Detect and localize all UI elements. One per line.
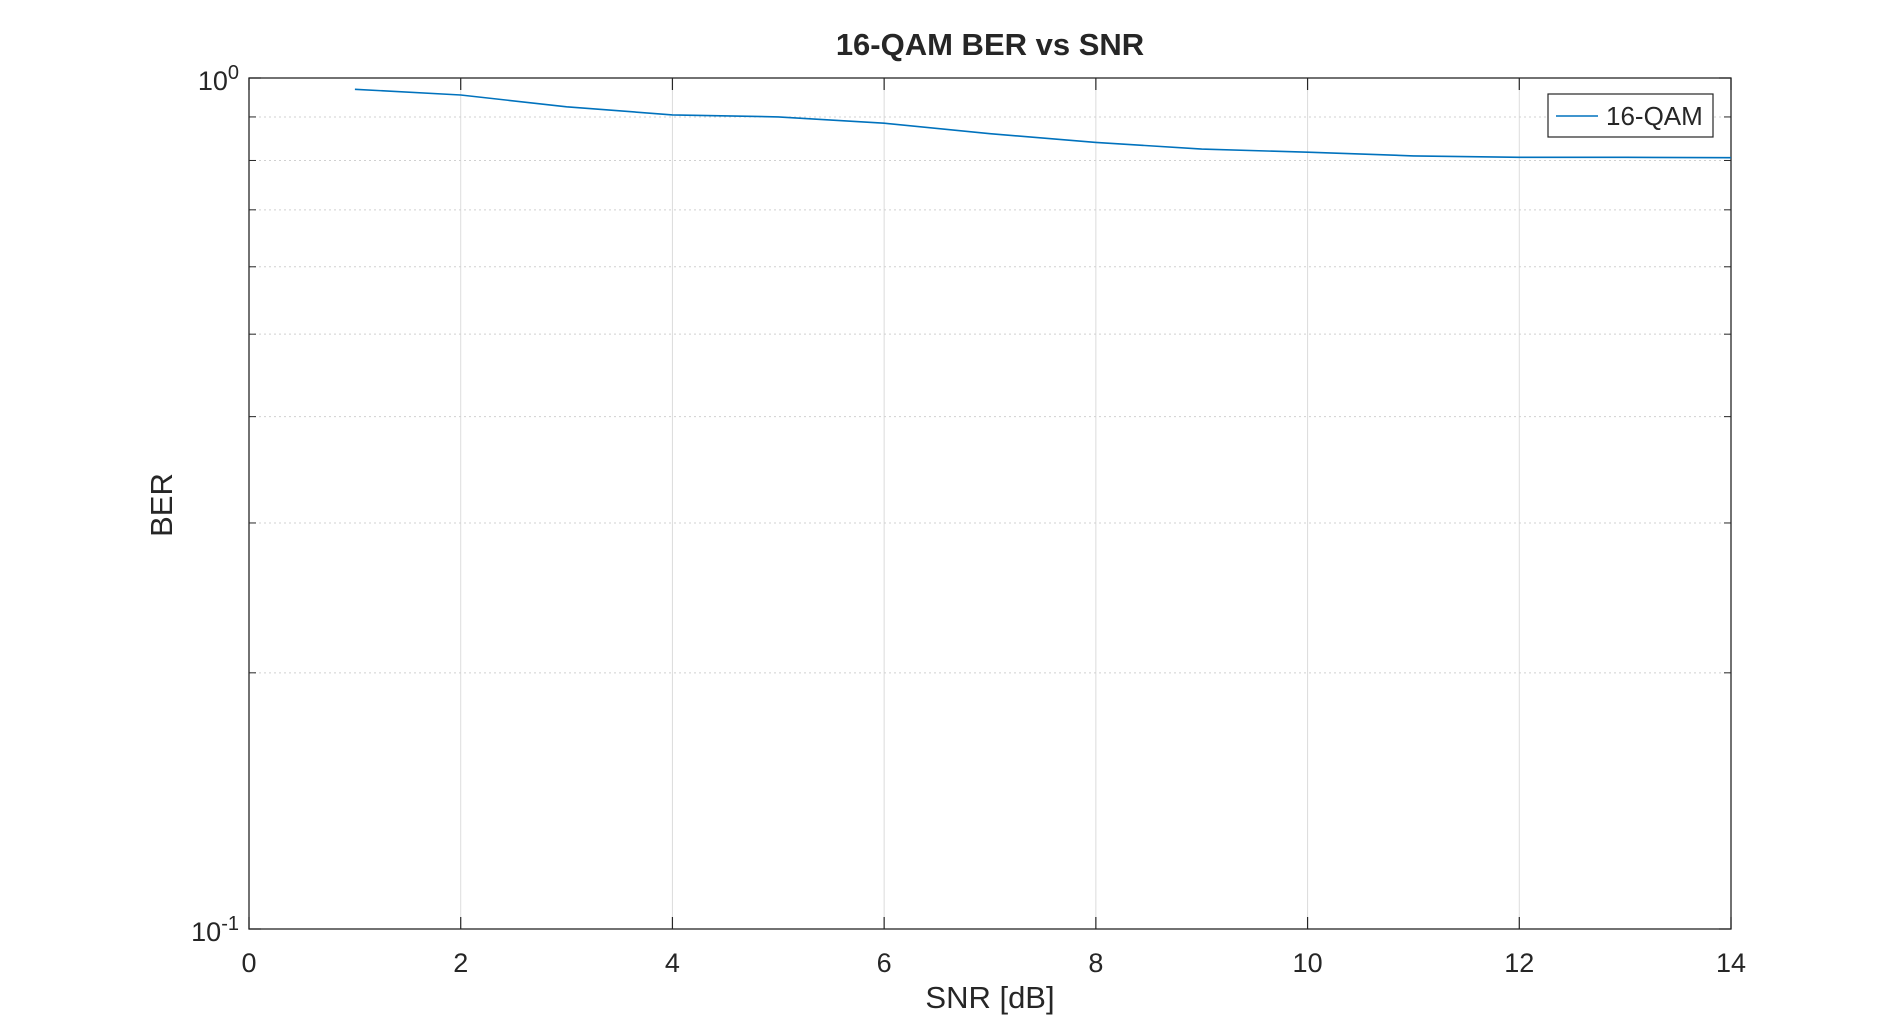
y-axis-label: BER	[144, 473, 179, 537]
y-tick-label: 10-1	[191, 913, 239, 947]
x-tick-label: 12	[1504, 948, 1534, 978]
x-axis-label: SNR [dB]	[925, 980, 1054, 1015]
x-tick-label: 10	[1293, 948, 1323, 978]
x-tick-label: 14	[1716, 948, 1746, 978]
x-tick-label: 6	[877, 948, 892, 978]
y-tick-labels: 100 10-1	[191, 62, 239, 947]
x-tick-label: 2	[453, 948, 468, 978]
x-tick-label: 4	[665, 948, 680, 978]
axis-ticks	[248, 77, 1732, 930]
legend: 16-QAM	[1547, 93, 1714, 138]
x-tick-label: 0	[241, 948, 256, 978]
y-tick-label: 100	[198, 62, 239, 96]
x-tick-labels: 0 2 4 6 8 10 12 14	[241, 948, 1746, 978]
series-line-16qam	[354, 88, 1732, 159]
plot-area-frame	[248, 77, 1732, 930]
legend-label-16qam: 16-QAM	[1606, 101, 1703, 131]
x-tick-label: 8	[1088, 948, 1103, 978]
series-layer	[354, 88, 1732, 159]
grid-lines	[249, 78, 1731, 929]
chart-title: 16-QAM BER vs SNR	[836, 27, 1144, 62]
